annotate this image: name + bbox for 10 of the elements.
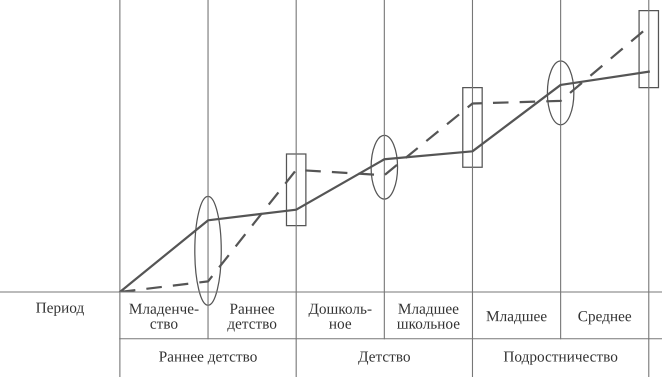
text: Подростничество bbox=[504, 352, 618, 365]
text: Раннее детство bbox=[227, 304, 276, 332]
text: Младшее школьное bbox=[397, 304, 460, 329]
text: Среднее bbox=[578, 311, 632, 324]
text: Раннее детство bbox=[159, 352, 257, 365]
text: Младенче- ство bbox=[129, 304, 199, 329]
text: Период bbox=[36, 302, 84, 316]
text: Младшее bbox=[486, 311, 547, 324]
text: Детство bbox=[358, 352, 410, 365]
text: Дошколь- ное bbox=[308, 304, 372, 329]
